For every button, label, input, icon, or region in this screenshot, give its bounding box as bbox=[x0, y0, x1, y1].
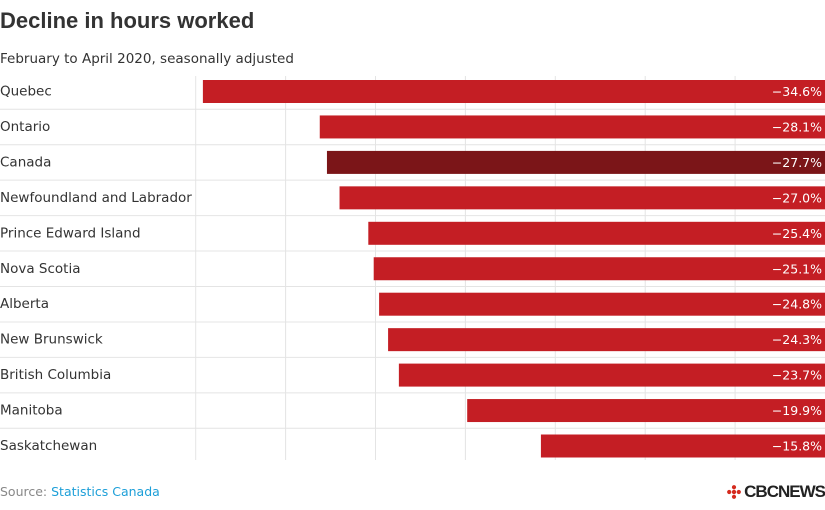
bar-canada[interactable] bbox=[326, 150, 825, 174]
source-link[interactable]: Statistics Canada bbox=[51, 484, 160, 499]
category-label: New Brunswick bbox=[0, 332, 103, 348]
bar-british-columbia[interactable] bbox=[398, 363, 825, 387]
category-label: Saskatchewan bbox=[0, 438, 97, 454]
category-label: Manitoba bbox=[0, 403, 63, 419]
value-label: −24.8% bbox=[772, 297, 822, 312]
category-label: Prince Edward Island bbox=[0, 225, 141, 241]
bar-saskatchewan[interactable] bbox=[540, 434, 825, 458]
category-label: Alberta bbox=[0, 296, 49, 312]
bar-prince-edward-island[interactable] bbox=[368, 221, 825, 245]
category-label: Canada bbox=[0, 154, 51, 170]
bar-alberta[interactable] bbox=[379, 292, 825, 316]
value-label: −34.6% bbox=[772, 84, 822, 99]
bar-newfoundland-and-labrador[interactable] bbox=[339, 186, 825, 210]
chart-subtitle: February to April 2020, seasonally adjus… bbox=[0, 51, 294, 67]
value-label: −25.1% bbox=[772, 261, 822, 276]
bar-manitoba[interactable] bbox=[467, 399, 825, 423]
source-note: Source: Statistics Canada bbox=[0, 484, 160, 499]
bar-chart: Quebec −34.6% Ontario −28.1% Canada −27.7% New… bbox=[0, 76, 825, 460]
value-label: −27.7% bbox=[772, 155, 822, 170]
category-label: Ontario bbox=[0, 119, 50, 135]
cbc-gem-icon bbox=[727, 485, 742, 499]
value-label: −24.3% bbox=[772, 332, 822, 347]
bar-quebec[interactable] bbox=[202, 80, 825, 103]
value-label: −25.4% bbox=[772, 226, 822, 241]
category-label: Quebec bbox=[0, 84, 52, 100]
category-label: British Columbia bbox=[0, 367, 111, 383]
bar-ontario[interactable] bbox=[319, 115, 825, 139]
category-label: Nova Scotia bbox=[0, 261, 80, 277]
value-label: −27.0% bbox=[772, 190, 822, 205]
cbc-news-logo: CBCNEWS bbox=[727, 482, 825, 502]
bar-nova-scotia[interactable] bbox=[373, 257, 825, 281]
bar-new-brunswick[interactable] bbox=[388, 328, 825, 352]
category-label: Newfoundland and Labrador bbox=[0, 190, 192, 206]
value-label: −15.8% bbox=[772, 439, 822, 454]
chart-title: Decline in hours worked bbox=[0, 8, 255, 33]
source-label: Source: bbox=[0, 484, 52, 499]
value-label: −23.7% bbox=[772, 368, 822, 383]
value-label: −28.1% bbox=[772, 119, 822, 134]
value-label: −19.9% bbox=[772, 403, 822, 418]
logo-wordmark: CBCNEWS bbox=[744, 482, 825, 501]
